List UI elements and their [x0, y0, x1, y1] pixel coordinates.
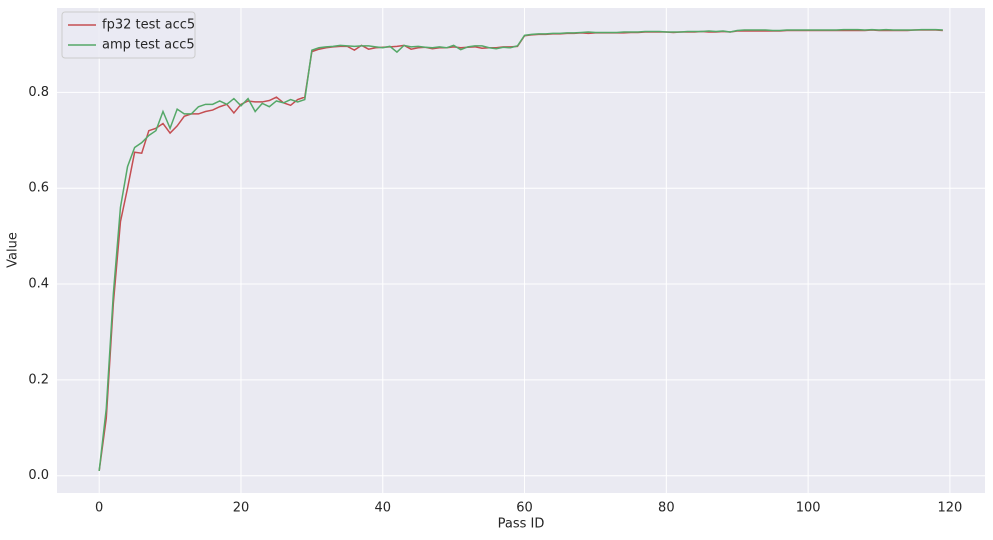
x-axis-label: Pass ID: [498, 517, 545, 532]
legend-label: fp32 test acc5: [102, 18, 195, 33]
x-tick-label: 20: [233, 501, 250, 516]
y-tick-label: 0.8: [28, 85, 49, 100]
y-axis-label: Value: [6, 232, 21, 268]
x-tick-label: 60: [516, 501, 533, 516]
y-tick-label: 0.4: [28, 277, 49, 292]
plot-area: [57, 8, 985, 493]
x-tick-label: 100: [796, 501, 821, 516]
x-tick-label: 80: [658, 501, 675, 516]
data-line: [98, 28, 943, 472]
x-tick-label: 0: [95, 501, 103, 516]
x-tick-label: 120: [937, 501, 962, 516]
y-tick-label: 0.2: [28, 372, 49, 387]
legend-box: [61, 11, 196, 59]
y-tick-label: 0.6: [28, 181, 49, 196]
legend-label: amp test acc5: [102, 38, 195, 53]
y-tick-label: 0.0: [28, 468, 49, 483]
x-tick-label: 40: [374, 501, 391, 516]
